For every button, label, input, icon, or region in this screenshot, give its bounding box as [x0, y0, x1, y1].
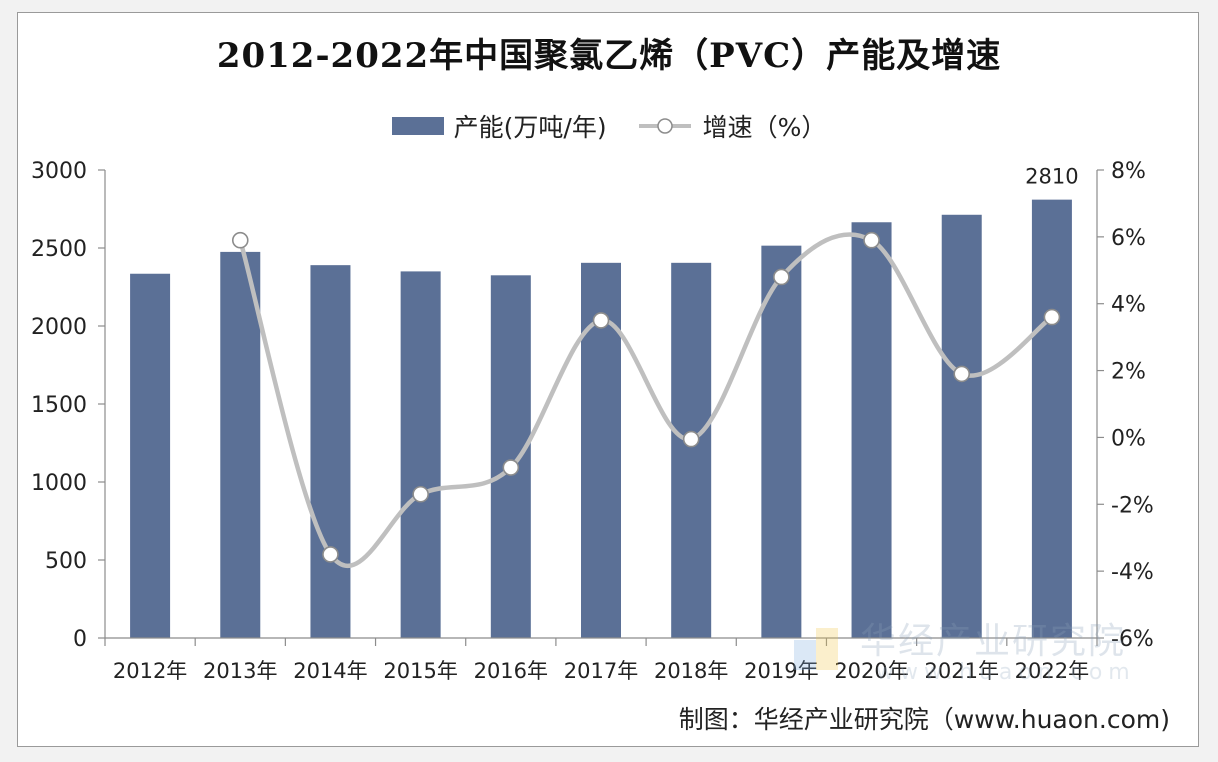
growth-point [231, 231, 249, 249]
bar [310, 265, 351, 638]
line-series [231, 231, 1061, 568]
growth-point [682, 430, 700, 448]
growth-line [238, 232, 1055, 568]
x-tick-label: 2019年 [744, 659, 818, 683]
bar [671, 262, 712, 638]
growth-point [412, 485, 429, 503]
growth-point [953, 365, 971, 383]
x-tick-label: 2018年 [654, 659, 728, 683]
x-tick-label: 2021年 [925, 659, 999, 683]
legend-label-capacity: 产能(万吨/年) [453, 113, 607, 142]
data-label: 2810 [1025, 165, 1078, 189]
legend-item-capacity: 产能(万吨/年) [391, 108, 607, 144]
growth-point [863, 231, 880, 249]
legend-item-growth: 增速（%） [637, 108, 827, 144]
left-tick-label: 1000 [31, 471, 87, 496]
growth-point [1043, 308, 1061, 326]
axes [98, 169, 1104, 646]
x-tick-label: 2013年 [203, 659, 277, 683]
footer-credit: 制图：华经产业研究院（www.huaon.com) [678, 705, 1170, 734]
bar [220, 251, 261, 638]
legend-bar-swatch [391, 117, 444, 135]
x-tick-label: 2012年 [113, 659, 187, 683]
bar-series [130, 199, 1072, 638]
x-tick-label: 2016年 [474, 659, 548, 683]
bar [1031, 199, 1072, 638]
bar [851, 222, 892, 638]
left-tick-label: 1500 [31, 393, 87, 418]
bar [490, 275, 531, 638]
axis-labels: 2810 0 500 1000 1500 2000 2500 3000 -6% -4% -2% 0% 2… [31, 159, 1154, 683]
x-tick-label: 2015年 [383, 659, 457, 683]
right-tick-label: 4% [1111, 293, 1146, 318]
bar [400, 271, 441, 638]
left-tick-label: 3000 [31, 159, 87, 184]
x-tick-label: 2022年 [1015, 659, 1089, 683]
growth-point [502, 459, 520, 476]
legend-label-growth: 增速（%） [702, 113, 827, 142]
right-tick-label: 0% [1111, 426, 1146, 451]
right-tick-label: -4% [1111, 560, 1154, 585]
growth-point [773, 268, 790, 286]
legend: 产能(万吨/年) 增速（%） [0, 108, 1218, 144]
x-tick-label: 2014年 [293, 659, 367, 683]
x-tick-label: 2020年 [834, 659, 908, 683]
bar [761, 245, 802, 638]
bar [130, 273, 171, 638]
right-tick-label: 6% [1111, 226, 1146, 251]
legend-line-swatch [638, 118, 691, 134]
left-tick-label: 2000 [31, 315, 87, 340]
left-tick-label: 500 [45, 549, 87, 574]
growth-point [322, 546, 339, 563]
bar [941, 214, 982, 638]
chart-title: 2012-2022年中国聚氯乙烯（PVC）产能及增速 [216, 36, 1002, 76]
x-tick-label: 2017年 [564, 659, 638, 683]
growth-point [592, 312, 610, 329]
left-tick-label: 0 [73, 627, 87, 652]
right-tick-label: -6% [1111, 627, 1154, 652]
right-tick-label: 8% [1111, 159, 1146, 184]
right-tick-label: 2% [1111, 360, 1146, 385]
right-tick-label: -2% [1111, 493, 1154, 518]
left-tick-label: 2500 [31, 237, 87, 262]
